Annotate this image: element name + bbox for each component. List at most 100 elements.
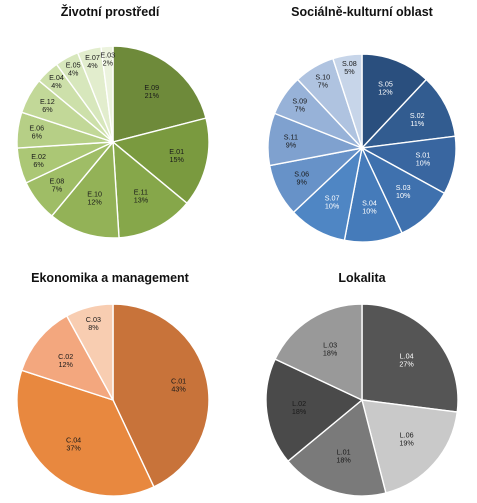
slice-name: L.02 [292,399,306,408]
pie-slice-s-02 [360,78,457,149]
slice-percent: 4% [51,81,62,90]
slice-percent: 8% [88,323,99,332]
slice-percent: 21% [145,91,160,100]
slice-name: C.03 [86,315,101,324]
slice-name: S.05 [378,80,393,89]
slice-percent: 7% [318,81,329,90]
slice-name: E.10 [87,190,102,199]
slice-label-e-05: E.054% [66,61,81,78]
slice-percent: 9% [286,140,297,149]
chart-title: Sociálně-kulturní oblast [291,5,434,19]
slice-label-e-03: E.032% [100,51,115,68]
slice-percent: 15% [170,155,185,164]
slice-name: S.10 [315,73,330,82]
slice-name: S.09 [292,97,307,106]
slice-percent: 4% [87,61,98,70]
slice-name: E.02 [31,152,46,161]
slice-name: E.08 [50,177,65,186]
slice-percent: 43% [171,384,186,393]
slice-name: E.09 [144,83,159,92]
slice-name: S.03 [396,183,411,192]
slice-percent: 4% [68,69,79,78]
slice-name: S.04 [362,199,377,208]
slice-percent: 19% [399,438,414,447]
pie-slice-c-02 [20,314,115,402]
pie-slice-l-03 [274,303,363,402]
slice-name: C.01 [171,376,186,385]
slice-label-c-03: C.038% [86,315,101,332]
slice-label-e-08: E.087% [50,177,65,194]
pie-slice-e-10 [50,140,120,239]
pie-slice-c-03 [65,303,114,401]
slice-percent: 6% [42,105,53,114]
pie-slice-e-01 [111,117,210,205]
slice-percent: 10% [325,201,340,210]
pie-chart-lokalita: LokalitaL.0427%L.0619%L.0118%L.0218%L.03… [265,271,459,497]
slice-percent: 6% [33,160,44,169]
pie-slice-e-09 [112,45,207,143]
pie-slice-l-04 [361,303,459,413]
pie-slice-l-06 [361,399,459,494]
slice-percent: 10% [396,191,411,200]
slice-name: C.02 [58,352,73,361]
slice-percent: 7% [52,185,63,194]
slice-label-s-08: S.085% [342,59,357,76]
slice-name: E.03 [100,51,115,60]
slice-label-e-06: E.066% [29,123,44,140]
slice-name: E.01 [169,147,184,156]
pie-slice-c-04 [16,369,155,497]
slice-name: L.06 [400,430,414,439]
slice-label-s-06: S.069% [294,170,309,187]
slice-label-e-12: E.126% [40,97,55,114]
slice-percent: 12% [378,88,393,97]
slice-percent: 7% [295,105,306,114]
slice-percent: 6% [32,131,43,140]
slice-percent: 11% [410,119,424,128]
slice-name: E.07 [85,53,100,62]
slice-percent: 18% [336,456,351,465]
slice-name: S.01 [416,151,431,160]
slice-label-e-07: E.074% [85,53,100,70]
slice-name: E.05 [66,61,81,70]
slice-name: E.11 [134,188,148,197]
slice-name: S.02 [410,111,425,120]
slice-label-s-11: S.119% [284,132,298,149]
slice-name: S.08 [342,59,357,68]
pie-slice-l-02 [265,358,364,463]
pie-chart-socialne-kulturni-oblast: Sociálně-kulturní oblastS.0512%S.0211%S.… [267,5,457,243]
slice-percent: 12% [87,198,102,207]
slice-name: E.04 [49,73,64,82]
pie-chart-zivotni-prostredi: Životní prostředíE.0921%E.0115%E.1113%E.… [16,4,210,239]
slice-percent: 13% [134,196,149,205]
slice-percent: 27% [399,360,414,369]
chart-title: Ekonomika a management [31,271,190,285]
slice-percent: 10% [416,159,431,168]
slice-label-s-10: S.107% [315,73,330,90]
slice-name: S.07 [325,193,340,202]
chart-title: Lokalita [338,271,386,285]
pie-slice-e-03 [100,45,114,143]
slice-percent: 18% [323,349,338,358]
pie-slice-e-11 [112,140,188,239]
slice-percent: 2% [103,59,114,68]
slice-percent: 10% [362,207,377,216]
slice-name: L.04 [400,352,414,361]
